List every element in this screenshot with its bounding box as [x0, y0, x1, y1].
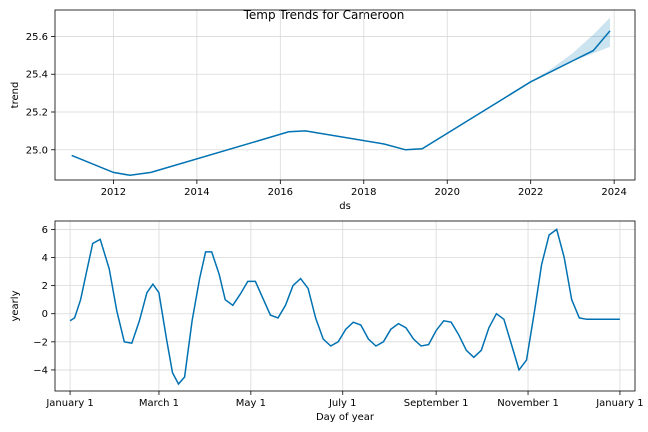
x-tick-label: 2022	[518, 187, 543, 198]
y-axis-label: yearly	[10, 290, 21, 321]
uncertainty-band	[530, 17, 610, 82]
x-tick-label: 2016	[268, 187, 293, 198]
x-tick-label: 2012	[101, 187, 126, 198]
y-tick-label: 25.4	[26, 70, 48, 81]
x-tick-label: May 1	[236, 398, 266, 409]
y-tick-label: 25.2	[26, 108, 48, 119]
x-tick-label: 2018	[351, 187, 376, 198]
y-tick-label: 6	[42, 225, 48, 236]
axes-frame	[54, 9, 636, 181]
y-tick-label: −2	[33, 337, 48, 348]
x-tick-label: November 1	[497, 398, 559, 409]
x-tick-label: January 1	[595, 398, 643, 409]
y-tick-label: 4	[42, 253, 48, 264]
y-tick-label: 25.0	[26, 145, 48, 156]
x-tick-label: July 1	[328, 398, 357, 409]
y-tick-label: 2	[42, 281, 48, 292]
trend-line	[71, 30, 611, 177]
y-tick-label: −4	[33, 365, 48, 376]
x-tick-label: March 1	[139, 398, 179, 409]
yearly-line	[69, 228, 620, 386]
x-tick-label: 2020	[435, 187, 460, 198]
x-axis-label: Day of year	[316, 412, 375, 423]
y-tick-label: 0	[42, 309, 48, 320]
axes-frame	[54, 220, 636, 392]
y-tick-label: 25.6	[26, 32, 48, 43]
x-tick-label: January 1	[45, 398, 93, 409]
y-axis-label: trend	[10, 82, 21, 109]
x-axis-label: ds	[339, 201, 351, 212]
trend-panel: 2012 2014 2016 2018 2020 2022 2024 25.0 25.2 25.4…	[10, 9, 636, 212]
yearly-panel: January 1 March 1 May 1 July 1 September 1 No…	[10, 220, 644, 423]
x-tick-label: 2024	[601, 187, 626, 198]
x-tick-label: 2014	[184, 187, 209, 198]
x-tick-label: September 1	[404, 398, 469, 409]
